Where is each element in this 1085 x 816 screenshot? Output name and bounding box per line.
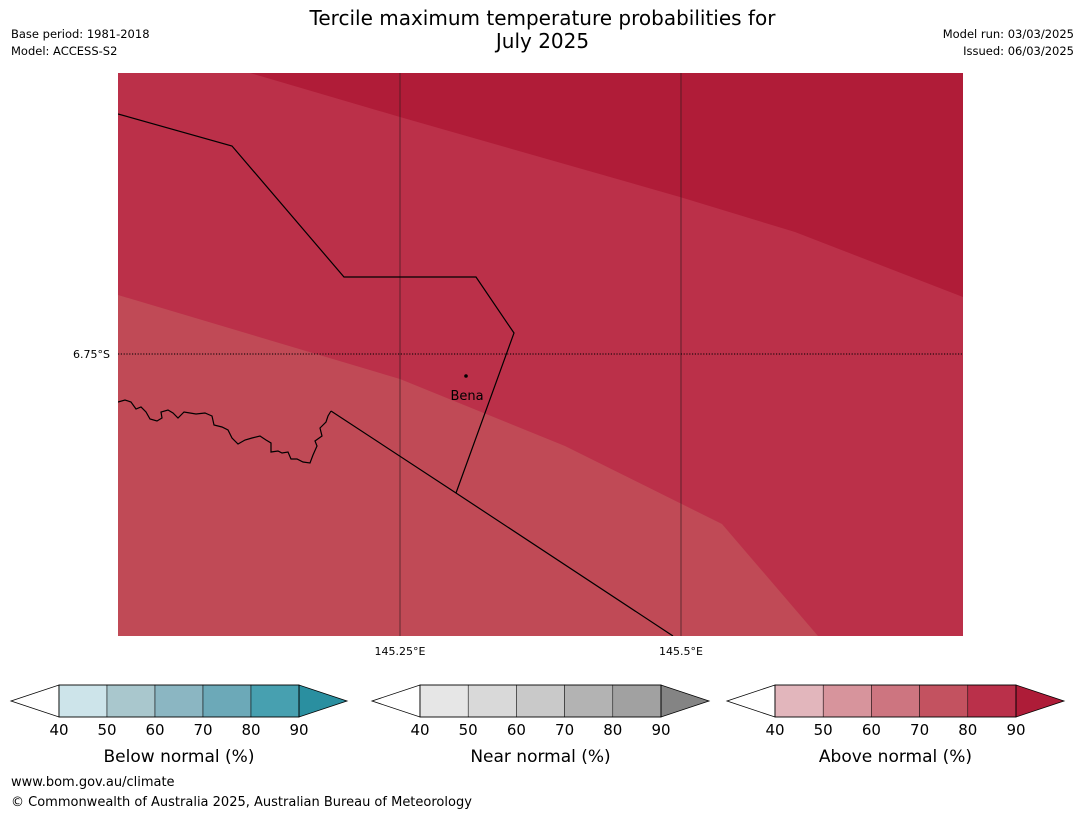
meta-left: Base period: 1981-2018 Model: ACCESS-S2 bbox=[11, 26, 150, 60]
lon-label-1: 145.25°E bbox=[375, 645, 426, 658]
legend-tick-label: 40 bbox=[765, 721, 784, 739]
legends: 40 50 60 70 80 90 Below normal (%) 40 50 60 70 80 90… bbox=[9, 684, 1066, 767]
legend-2: 40 50 60 70 80 90 Near normal (%) bbox=[370, 684, 711, 767]
legend-swatch bbox=[106, 684, 156, 718]
title-line-1: Tercile maximum temperature probabilitie… bbox=[309, 6, 776, 30]
footer-url: www.bom.gov.au/climate bbox=[11, 775, 175, 790]
title-line-2: July 2025 bbox=[495, 29, 590, 53]
legend-extend-low bbox=[9, 684, 60, 718]
legend-extend-low bbox=[725, 684, 776, 718]
legend-tick-label: 80 bbox=[603, 721, 622, 739]
legend-swatch bbox=[564, 684, 614, 718]
legend-swatch bbox=[919, 684, 969, 718]
meta-right: Model run: 03/03/2025 Issued: 06/03/2025 bbox=[943, 26, 1074, 60]
issued-text: Issued: 06/03/2025 bbox=[963, 44, 1074, 58]
legend-swatch bbox=[774, 684, 824, 718]
legend-swatch bbox=[516, 684, 565, 718]
legend-tick-label: 70 bbox=[910, 721, 929, 739]
legend-swatch bbox=[154, 684, 204, 718]
legend-swatch bbox=[58, 684, 108, 718]
legend-swatch bbox=[467, 684, 517, 718]
legend-tick-label: 90 bbox=[1006, 721, 1025, 739]
town-label: Bena bbox=[450, 389, 483, 404]
legend-frame bbox=[774, 684, 1017, 718]
legend-frame bbox=[419, 684, 662, 718]
legend-tick-label: 80 bbox=[241, 721, 260, 739]
legend-3: 40 50 60 70 80 90 Above normal (%) bbox=[725, 684, 1066, 767]
legend-swatch bbox=[822, 684, 872, 718]
probability-band-low bbox=[118, 295, 818, 636]
legend-tick-label: 60 bbox=[145, 721, 164, 739]
legend-tick-label: 70 bbox=[555, 721, 574, 739]
legend-swatch bbox=[612, 684, 662, 718]
footer-copyright: © Commonwealth of Australia 2025, Austra… bbox=[11, 795, 472, 810]
legend-tick-label: 40 bbox=[49, 721, 68, 739]
legend-tick-label: 80 bbox=[958, 721, 977, 739]
legend-tick-label: 50 bbox=[97, 721, 116, 739]
legend-swatch bbox=[967, 684, 1017, 718]
legend-swatch bbox=[419, 684, 469, 718]
map-area: Bena bbox=[118, 73, 963, 636]
legend-extend-low bbox=[370, 684, 421, 718]
legend-title: Above normal (%) bbox=[819, 747, 972, 767]
legend-extend-high bbox=[298, 684, 349, 718]
province-boundary bbox=[118, 113, 515, 494]
model-text: Model: ACCESS-S2 bbox=[11, 44, 118, 58]
legend-swatch bbox=[871, 684, 920, 718]
legend-swatch bbox=[250, 684, 300, 718]
legend-tick-label: 50 bbox=[459, 721, 478, 739]
legend-tick-label: 60 bbox=[862, 721, 881, 739]
legend-tick-label: 50 bbox=[814, 721, 833, 739]
legend-tick-label: 40 bbox=[410, 721, 429, 739]
legend-title: Near normal (%) bbox=[470, 747, 610, 767]
chart-title: Tercile maximum temperature probabilitie… bbox=[0, 7, 1085, 53]
legend-tick-label: 60 bbox=[507, 721, 526, 739]
legend-tick-label: 70 bbox=[193, 721, 212, 739]
province-boundary-south bbox=[330, 410, 674, 636]
legend-frame bbox=[58, 684, 300, 718]
legend-1: 40 50 60 70 80 90 Below normal (%) bbox=[9, 684, 349, 767]
river-line bbox=[118, 399, 332, 464]
legend-tick-label: 90 bbox=[289, 721, 308, 739]
legend-tick-label: 90 bbox=[651, 721, 670, 739]
model-run-text: Model run: 03/03/2025 bbox=[942, 27, 1074, 41]
lon-label-2: 145.5°E bbox=[659, 645, 703, 658]
legend-extend-high bbox=[1015, 684, 1066, 718]
lat-label: 6.75°S bbox=[73, 348, 110, 361]
legend-title: Below normal (%) bbox=[104, 747, 255, 767]
legend-extend-high bbox=[660, 684, 711, 718]
base-period-text: Base period: 1981-2018 bbox=[11, 27, 150, 41]
legend-swatch bbox=[202, 684, 252, 718]
town-marker bbox=[464, 374, 468, 378]
